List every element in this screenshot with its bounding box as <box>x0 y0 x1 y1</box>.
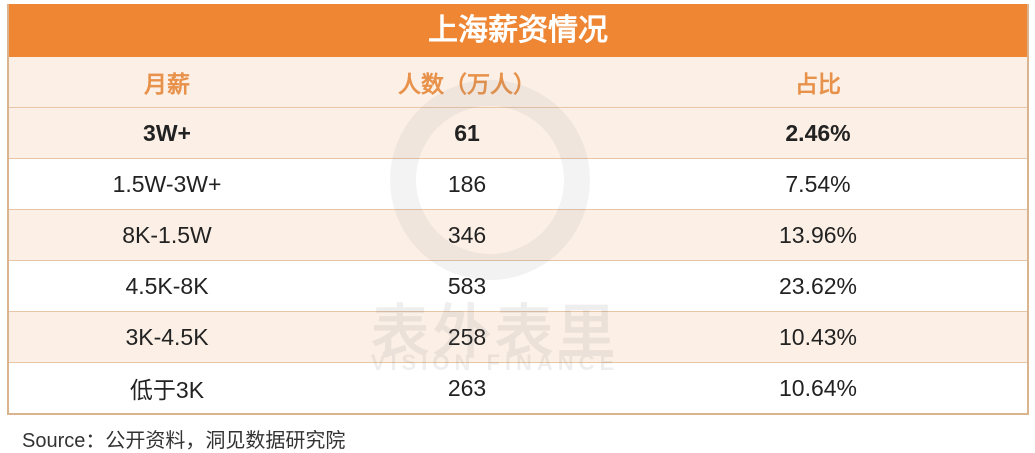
table-row: 3W+ 61 2.46% <box>9 107 1027 158</box>
cell-salary: 1.5W-3W+ <box>112 170 222 197</box>
cell-share: 10.43% <box>778 323 857 350</box>
cell-salary: 8K-1.5W <box>122 221 212 248</box>
source-note: Source：公开资料，洞见数据研究院 <box>22 430 346 452</box>
cell-count: 258 <box>447 323 487 350</box>
cell-count: 61 <box>454 119 480 146</box>
table-row: 8K-1.5W 346 13.96% <box>9 209 1027 260</box>
header-row: 月薪 人数（万人） 占比 <box>9 57 1027 107</box>
salary-table: 上海薪资情况 月薪 人数（万人） 占比 3W+ 61 2.46% 1.5W-3W+ 18… <box>7 4 1029 415</box>
cell-salary: 4.5K-8K <box>125 272 209 299</box>
table-row: 3K-4.5K 258 10.43% <box>9 311 1027 362</box>
cell-count: 186 <box>447 170 487 197</box>
cell-share: 2.46% <box>785 119 851 146</box>
cell-count: 263 <box>447 374 487 401</box>
cell-share: 13.96% <box>778 221 857 248</box>
header-count: 人数（万人） <box>398 71 536 97</box>
table-row: 4.5K-8K 583 23.62% <box>9 260 1027 311</box>
cell-count: 583 <box>447 272 487 299</box>
header-share: 占比 <box>795 71 841 97</box>
table-title: 上海薪资情况 <box>9 4 1027 57</box>
cell-salary: 低于3K <box>129 377 205 403</box>
cell-salary: 3K-4.5K <box>125 323 209 350</box>
cell-count: 346 <box>447 221 487 248</box>
table-row: 低于3K 263 10.64% <box>9 362 1027 413</box>
cell-salary: 3W+ <box>143 119 191 146</box>
cell-share: 10.64% <box>778 374 857 401</box>
cell-share: 23.62% <box>778 272 857 299</box>
table-row: 1.5W-3W+ 186 7.54% <box>9 158 1027 209</box>
cell-share: 7.54% <box>785 170 851 197</box>
header-salary: 月薪 <box>144 71 190 97</box>
